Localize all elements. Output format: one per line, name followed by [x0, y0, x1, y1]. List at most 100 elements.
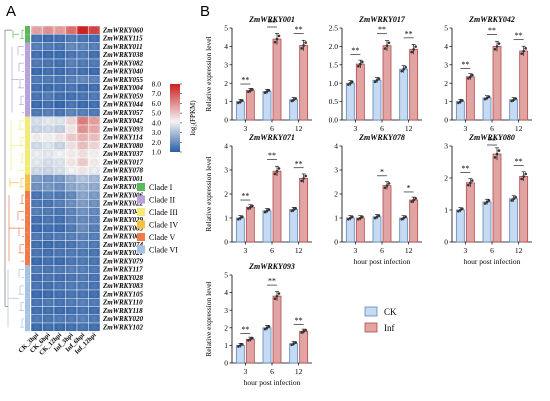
replicate-dot — [237, 101, 240, 105]
heatmap-dot — [67, 150, 75, 158]
gene-label: ZmWRKY055 — [102, 76, 144, 84]
heatmap-dot — [67, 216, 75, 224]
heatmap-dot — [44, 323, 52, 331]
replicate-dot — [304, 328, 307, 332]
replicate-dot — [483, 202, 487, 205]
replicate-dot — [251, 204, 254, 208]
replicate-dot — [402, 67, 405, 71]
heatmap-dot — [56, 125, 64, 133]
heatmap-dot — [44, 67, 52, 75]
clade-strip-cell — [25, 116, 30, 125]
gene-label: ZmWRKY057 — [102, 109, 144, 117]
clade-strip-cell — [25, 207, 30, 216]
heatmap-dot — [44, 265, 52, 273]
replicate-dot — [249, 205, 252, 209]
heatmap-dot — [67, 175, 75, 183]
bar-panel: ZmWRKY017 0.0 0.5 1.0 1.5 2.0 2.5 3 ** 6 ** 12 ** — [329, 15, 422, 133]
bar-inf — [409, 199, 419, 243]
heatmap-dot — [44, 241, 52, 249]
heatmap-dot — [67, 315, 75, 323]
heatmap-dot — [79, 117, 87, 125]
replicate-dot — [302, 330, 305, 333]
heatmap-dot — [44, 290, 52, 298]
replicate-dot — [263, 91, 267, 94]
heatmap-dot — [67, 158, 75, 166]
heatmap-dot — [56, 208, 64, 216]
heatmap-dot — [67, 232, 75, 240]
bar-inf — [272, 295, 282, 364]
heatmap-dot — [44, 109, 52, 117]
heatmap-dot — [44, 133, 52, 141]
x-tick-label: 6 — [270, 124, 274, 133]
gene-label: ZmWRKY001 — [102, 175, 143, 183]
heatmap-dot — [33, 298, 41, 306]
y-tick-label: 2.5 — [329, 24, 339, 33]
clade-strip-cell — [25, 133, 30, 142]
heatmap-dot — [44, 117, 52, 125]
heatmap-dot — [90, 175, 98, 183]
replicate-dot — [404, 215, 407, 219]
heatmap-dot — [33, 315, 41, 323]
heatmap-dot — [33, 59, 41, 67]
replicate-dot — [349, 216, 352, 220]
colorbar-tick-label: 6.0 — [152, 99, 162, 108]
heatmap-dot — [33, 282, 41, 290]
heatmap-dot — [44, 158, 52, 166]
heatmap-dot — [90, 265, 98, 273]
clade-legend-label: Clade VI — [149, 246, 178, 255]
heatmap-dot — [56, 232, 64, 240]
replicate-dot — [485, 200, 489, 204]
heatmap-dot — [56, 76, 64, 84]
heatmap-dot — [44, 216, 52, 224]
x-tick-label: 12 — [295, 124, 303, 133]
y-tick-label: 4 — [334, 142, 338, 151]
heatmap-dot — [33, 208, 41, 216]
heatmap-dot — [90, 183, 98, 191]
heatmap-dot — [56, 274, 64, 282]
heatmap-dot — [33, 274, 41, 282]
bar-inf — [272, 170, 282, 243]
heatmap-dot — [79, 191, 87, 199]
heatmap-dot — [79, 76, 87, 84]
heatmap-dot — [33, 191, 41, 199]
bar-inf — [409, 48, 419, 121]
y-tick-label: 2 — [224, 323, 228, 332]
y-tick-label: 2 — [224, 190, 228, 199]
y-tick-label: 0 — [224, 116, 228, 125]
clade-legend-label: Clade I — [149, 183, 173, 192]
heatmap-dot — [67, 84, 75, 92]
y-tick-label: 3 — [444, 60, 448, 69]
replicate-dot — [487, 199, 491, 202]
heatmap-dot — [90, 100, 98, 108]
chart-title: ZmWRKY078 — [358, 133, 405, 142]
heatmap-dot — [44, 175, 52, 183]
replicate-dot — [459, 208, 462, 212]
replicate-dot — [241, 99, 244, 102]
heatmap-dot — [67, 51, 75, 59]
bar-legend: CK Inf — [364, 306, 397, 333]
clade-strip-cell — [25, 59, 30, 68]
clade-strip-cell — [25, 199, 30, 208]
heatmap-dot — [44, 183, 52, 191]
x-tick-label: 12 — [405, 124, 413, 133]
replicate-dot — [400, 69, 403, 73]
clade-strip-cell — [25, 240, 30, 249]
replicate-dot — [290, 209, 293, 213]
heatmap-dot — [67, 323, 75, 331]
replicate-dot — [239, 344, 242, 347]
replicate-dot — [414, 45, 417, 48]
clade-strip-cell — [25, 191, 30, 200]
clade-strip-cell — [25, 50, 30, 59]
bar-ck — [262, 91, 272, 121]
replicate-dot — [237, 217, 240, 221]
gene-label: ZmWRKY118 — [102, 307, 143, 315]
replicate-dot — [375, 215, 379, 219]
heatmap-dot — [33, 76, 41, 84]
heatmap-dot — [56, 84, 64, 92]
gene-label: ZmWRKY115 — [102, 35, 143, 43]
heatmap-dot — [56, 298, 64, 306]
clade-strip-cell — [25, 281, 30, 290]
